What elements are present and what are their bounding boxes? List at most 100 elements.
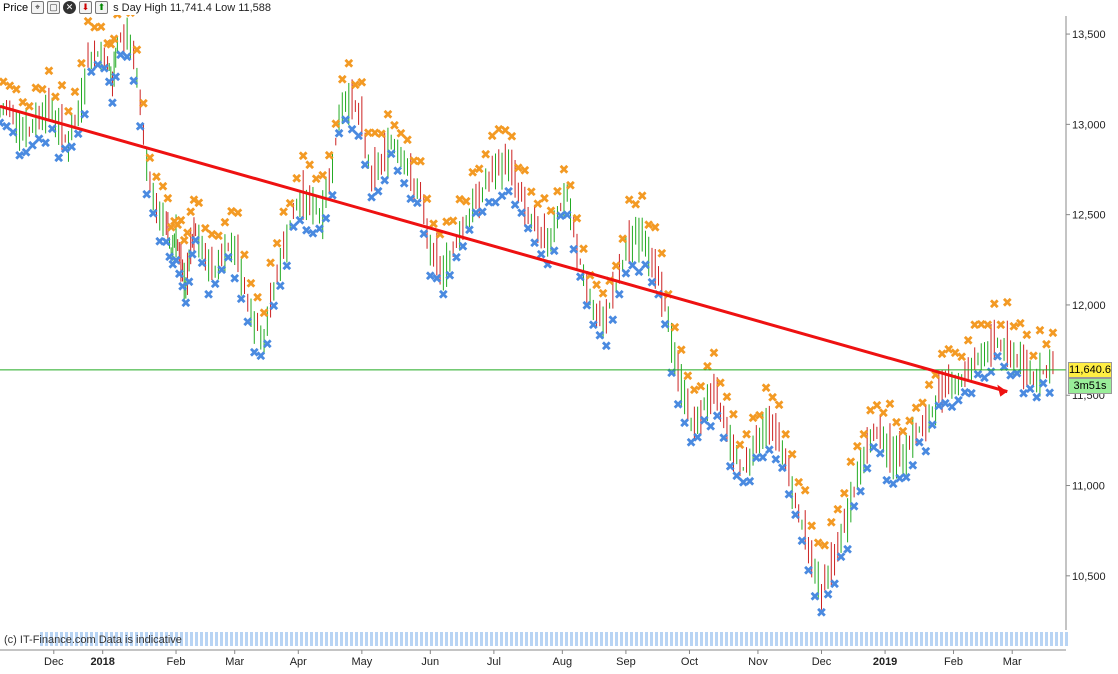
volume-bar [240, 632, 243, 646]
x-tick-label: Jul [487, 656, 501, 668]
bullish-marker: ✖ [839, 487, 850, 502]
bearish-marker: ✖ [568, 243, 579, 258]
bearish-marker: ✖ [627, 259, 638, 274]
volume-bar [935, 632, 938, 646]
crosshair-icon[interactable]: ⌖ [31, 1, 45, 14]
bullish-marker: ✖ [396, 127, 407, 142]
volume-bar [675, 632, 678, 646]
bearish-marker: ✖ [314, 222, 325, 237]
bullish-marker: ✖ [878, 406, 889, 421]
bullish-marker: ✖ [506, 130, 517, 145]
bullish-marker: ✖ [871, 399, 882, 414]
bullish-marker: ✖ [898, 425, 909, 440]
volume-bar [165, 632, 168, 646]
volume-bar [540, 632, 543, 646]
bearish-marker: ✖ [47, 122, 58, 137]
bullish-marker: ✖ [545, 205, 556, 220]
volume-bar [350, 632, 353, 646]
bearish-marker: ✖ [21, 146, 32, 161]
bearish-marker: ✖ [392, 165, 403, 180]
trend-line-arrowhead [997, 384, 1008, 397]
close-icon[interactable]: ✕ [63, 1, 77, 14]
bullish-marker: ✖ [800, 484, 811, 499]
countdown-label: 3m51s [1068, 377, 1112, 394]
volume-bar [105, 632, 108, 646]
bullish-marker: ✖ [493, 123, 504, 138]
bearish-marker: ✖ [497, 190, 508, 205]
bearish-marker: ✖ [712, 410, 723, 425]
bearish-marker: ✖ [184, 275, 195, 290]
bullish-marker: ✖ [819, 539, 830, 554]
bearish-marker: ✖ [34, 133, 45, 148]
volume-bar [260, 632, 263, 646]
bearish-marker: ✖ [405, 193, 416, 208]
bearish-marker: ✖ [725, 460, 736, 475]
bullish-marker: ✖ [145, 151, 156, 166]
volume-bar [130, 632, 133, 646]
volume-bar [575, 632, 578, 646]
bearish-marker: ✖ [777, 461, 788, 476]
bullish-marker: ✖ [559, 163, 570, 178]
volume-bar [745, 632, 748, 646]
x-tick-label: Mar [1003, 656, 1022, 668]
volume-bar [40, 632, 43, 646]
volume-bar [1040, 632, 1043, 646]
bullish-marker: ✖ [617, 232, 628, 247]
bearish-marker: ✖ [607, 313, 618, 328]
bearish-marker: ✖ [360, 158, 371, 173]
bearish-marker: ✖ [412, 197, 423, 212]
bearish-marker: ✖ [425, 269, 436, 284]
bullish-marker: ✖ [467, 166, 478, 181]
bearish-marker: ✖ [986, 365, 997, 380]
volume-bar [160, 632, 163, 646]
volume-bar [370, 632, 373, 646]
volume-bar [455, 632, 458, 646]
volume-bar [495, 632, 498, 646]
bullish-marker: ✖ [239, 249, 250, 264]
window-icon[interactable]: ▢ [47, 1, 61, 14]
bearish-marker: ✖ [849, 500, 860, 515]
volume-bar [990, 632, 993, 646]
volume-bar [1050, 632, 1053, 646]
volume-bar [400, 632, 403, 646]
buy-icon[interactable]: ⬆ [95, 1, 109, 14]
volume-bar [1015, 632, 1018, 646]
chart-grid [0, 16, 1066, 630]
bearish-marker: ✖ [1025, 383, 1036, 398]
sell-icon[interactable]: ⬇ [79, 1, 93, 14]
volume-bar [1010, 632, 1013, 646]
volume-bar [230, 632, 233, 646]
volume-bar [1035, 632, 1038, 646]
volume-bar [500, 632, 503, 646]
volume-bar [325, 632, 328, 646]
volume-bar [670, 632, 673, 646]
bearish-marker: ✖ [135, 120, 146, 135]
bearish-marker: ✖ [490, 196, 501, 211]
bullish-marker: ✖ [272, 237, 283, 252]
bullish-marker: ✖ [943, 343, 954, 358]
volume-bar [795, 632, 798, 646]
last-price-label: 11,640.6 [1068, 361, 1112, 378]
bullish-marker: ✖ [363, 126, 374, 141]
volume-bar [430, 632, 433, 646]
volume-bar [375, 632, 378, 646]
volume-bar [595, 632, 598, 646]
bullish-marker: ✖ [83, 15, 94, 30]
y-tick-label: 13,500 [1072, 29, 1106, 41]
volume-bar [465, 632, 468, 646]
volume-bar [45, 632, 48, 646]
bearish-marker: ✖ [660, 318, 671, 333]
bearish-marker: ✖ [881, 474, 892, 489]
bullish-marker: ✖ [298, 149, 309, 164]
volume-bar [965, 632, 968, 646]
bearish-marker: ✖ [959, 386, 970, 401]
bearish-marker: ✖ [66, 140, 77, 155]
bearish-marker: ✖ [92, 58, 103, 73]
bullish-marker: ✖ [611, 260, 622, 275]
volume-bar [100, 632, 103, 646]
volume-bar [300, 632, 303, 646]
bullish-marker: ✖ [131, 44, 142, 59]
bearish-marker: ✖ [73, 127, 84, 142]
bearish-marker: ✖ [536, 248, 547, 263]
